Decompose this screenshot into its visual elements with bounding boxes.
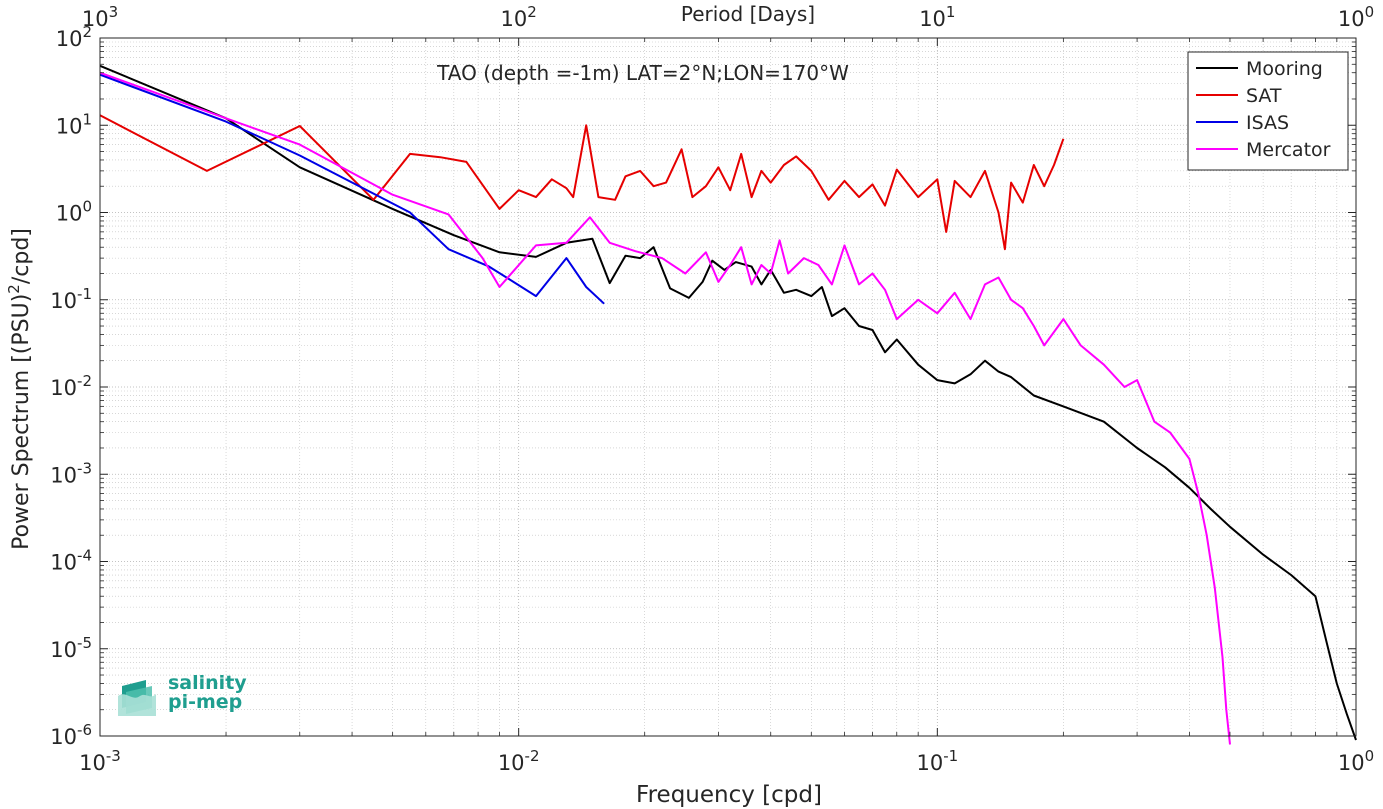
y-tick-label-base: 10 bbox=[50, 638, 77, 662]
x2-tick-label-base: 10 bbox=[501, 7, 528, 31]
y-tick-label-base: 10 bbox=[56, 202, 83, 226]
axis-ticks bbox=[99, 37, 1357, 737]
y-tick-label-exp: -1 bbox=[77, 285, 92, 303]
y-tick-label-exp: 1 bbox=[82, 110, 92, 128]
logo-line-salinity: salinity bbox=[168, 672, 247, 694]
legend-label: ISAS bbox=[1246, 112, 1289, 134]
y-tick-label-base: 10 bbox=[50, 725, 77, 749]
x-tick-label-exp: 0 bbox=[1365, 747, 1375, 765]
y-tick-label-base: 10 bbox=[50, 551, 77, 575]
x2-tick-label-exp: 1 bbox=[946, 3, 956, 21]
y-axis-label: Power Spectrum [(PSU)2/cpd] bbox=[5, 228, 34, 550]
y-tick-label: 10-2 bbox=[50, 372, 92, 400]
y-tick-label: 101 bbox=[56, 110, 92, 138]
series-line-isas bbox=[99, 73, 605, 305]
x2-tick-label-exp: 2 bbox=[527, 3, 537, 21]
x2-tick-label: 103 bbox=[82, 3, 118, 31]
logo-line-pimep: pi-mep bbox=[168, 691, 243, 713]
series-lines bbox=[99, 64, 1357, 745]
x2-tick-label: 100 bbox=[1338, 3, 1374, 31]
chart-title: TAO (depth =-1m) LAT=2°N;LON=170°W bbox=[436, 61, 849, 85]
x-axis-label: Frequency [cpd] bbox=[636, 782, 822, 808]
y-axis-label-main: Power Spectrum [(PSU) bbox=[9, 294, 34, 550]
x-tick-label-base: 10 bbox=[1338, 751, 1365, 775]
y-axis-label-sup: 2 bbox=[5, 284, 23, 294]
y-tick-label: 10-5 bbox=[50, 634, 92, 662]
x-tick-label-exp: -1 bbox=[943, 747, 958, 765]
x2-tick-label-base: 10 bbox=[1338, 7, 1365, 31]
y-tick-label-exp: 0 bbox=[82, 198, 92, 216]
series-line-sat bbox=[99, 114, 1065, 251]
x-tick-label: 10-3 bbox=[79, 747, 121, 775]
y-tick-label: 102 bbox=[56, 23, 92, 51]
y-tick-label-base: 10 bbox=[56, 27, 83, 51]
legend: Mooring SAT ISAS Mercator bbox=[1187, 51, 1349, 171]
y-tick-label: 100 bbox=[56, 198, 92, 226]
legend-label: SAT bbox=[1246, 85, 1282, 107]
x-tick-label-base: 10 bbox=[498, 751, 525, 775]
x-tick-label: 100 bbox=[1338, 747, 1374, 775]
x2-tick-label: 101 bbox=[919, 3, 955, 31]
y-tick-label-exp: -4 bbox=[77, 547, 92, 565]
salinity-pimep-logo: salinity pi-mep bbox=[116, 672, 256, 722]
y-tick-label: 10-4 bbox=[50, 547, 92, 575]
y-tick-label-base: 10 bbox=[50, 289, 77, 313]
y-tick-label-exp: -2 bbox=[77, 372, 92, 390]
x-tick-label-exp: -3 bbox=[106, 747, 121, 765]
x-tick-label-base: 10 bbox=[916, 751, 943, 775]
x2-tick-label-base: 10 bbox=[82, 7, 109, 31]
x2-axis-label: Period [Days] bbox=[681, 2, 815, 26]
y-tick-label: 10-3 bbox=[50, 459, 92, 487]
x-tick-label: 10-2 bbox=[498, 747, 540, 775]
series-line-mercator bbox=[99, 71, 1231, 745]
logo-waves-icon bbox=[118, 680, 156, 716]
major-grid bbox=[99, 37, 1357, 737]
y-tick-label-exp: -3 bbox=[77, 459, 92, 477]
legend-label: Mooring bbox=[1246, 58, 1323, 80]
y-axis-label-tail: /cpd] bbox=[9, 228, 34, 284]
y-tick-label-base: 10 bbox=[50, 376, 77, 400]
x2-tick-label: 102 bbox=[501, 3, 537, 31]
y-tick-label: 10-1 bbox=[50, 285, 92, 313]
y-tick-label-exp: -6 bbox=[77, 721, 92, 739]
x2-tick-label-base: 10 bbox=[919, 7, 946, 31]
y-tick-label-exp: -5 bbox=[77, 634, 92, 652]
x-tick-label-exp: -2 bbox=[525, 747, 540, 765]
minor-grid bbox=[100, 38, 1356, 736]
legend-label: Mercator bbox=[1246, 139, 1331, 161]
x-tick-label-base: 10 bbox=[79, 751, 106, 775]
y-tick-label-base: 10 bbox=[50, 463, 77, 487]
y-tick-label: 10-6 bbox=[50, 721, 92, 749]
y-tick-label-exp: 2 bbox=[82, 23, 92, 41]
y-tick-label-base: 10 bbox=[56, 114, 83, 138]
x2-tick-label-exp: 0 bbox=[1365, 3, 1375, 21]
x-tick-label: 10-1 bbox=[916, 747, 958, 775]
x2-tick-label-exp: 3 bbox=[109, 3, 119, 21]
legend-box bbox=[1187, 51, 1349, 171]
series-line-mooring bbox=[99, 64, 1357, 741]
